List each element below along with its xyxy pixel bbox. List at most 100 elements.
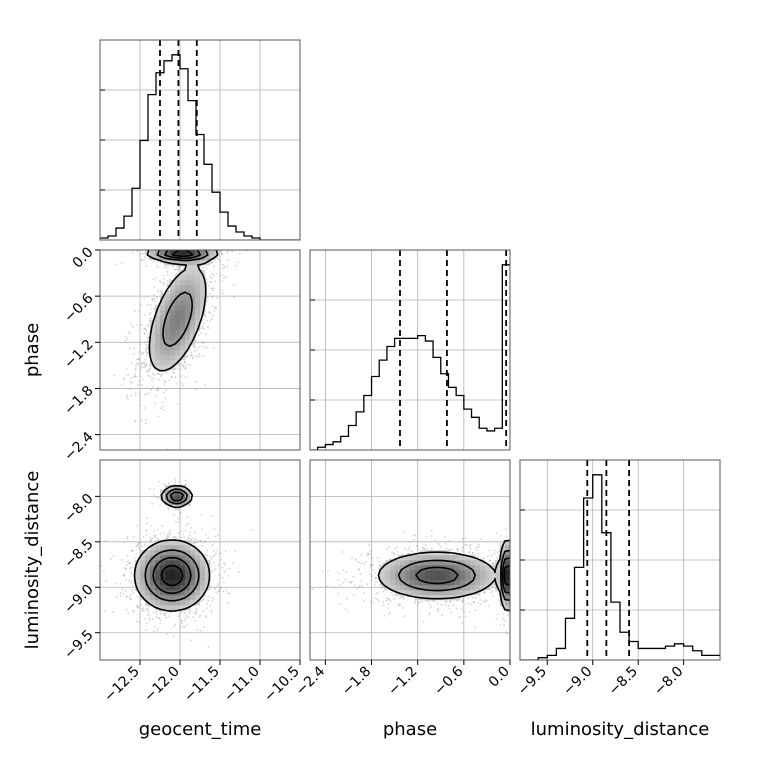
scatter-point (166, 372, 168, 374)
scatter-point (211, 296, 213, 298)
scatter-point (144, 332, 146, 334)
scatter-point (189, 610, 191, 612)
scatter-point (130, 581, 132, 583)
density-cell (185, 305, 190, 310)
scatter-point (145, 265, 147, 267)
scatter-point (393, 598, 395, 600)
scatter-point (163, 278, 165, 280)
scatter-point (147, 341, 149, 343)
density-cell (155, 575, 160, 580)
scatter-point (213, 265, 215, 267)
scatter-point (223, 277, 225, 279)
scatter-point (215, 307, 217, 309)
scatter-point (158, 373, 160, 375)
density-cell (200, 575, 205, 580)
scatter-point (202, 243, 204, 245)
scatter-point (188, 617, 190, 619)
scatter-point (218, 574, 220, 576)
scatter-point (138, 547, 140, 549)
density-cell (185, 335, 190, 340)
scatter-point (475, 597, 477, 599)
scatter-point (226, 252, 228, 254)
scatter-point (217, 534, 219, 536)
scatter-point (356, 560, 358, 562)
scatter-point (137, 543, 139, 545)
scatter-point (465, 544, 467, 546)
density-cell (165, 300, 170, 305)
density-cell (160, 305, 165, 310)
scatter-point (123, 541, 125, 543)
scatter-point (112, 611, 114, 613)
scatter-point (192, 356, 194, 358)
scatter-point (232, 562, 234, 564)
scatter-point (135, 394, 137, 396)
density-cell (145, 595, 150, 600)
scatter-point (215, 553, 217, 555)
scatter-point (213, 245, 215, 247)
scatter-point (370, 566, 372, 568)
scatter-point (129, 388, 131, 390)
scatter-point (144, 544, 146, 546)
scatter-point (153, 294, 155, 296)
scatter-point (178, 517, 180, 519)
scatter-point (206, 555, 208, 557)
scatter-point (212, 289, 214, 291)
scatter-point (135, 365, 137, 367)
scatter-point (219, 589, 221, 591)
density-cell (155, 590, 160, 595)
scatter-point (139, 244, 141, 246)
density-cell (210, 250, 215, 255)
scatter-point (211, 318, 213, 320)
scatter-point (147, 304, 149, 306)
scatter-point (205, 333, 207, 335)
density-cell (180, 310, 185, 315)
scatter-point (144, 366, 146, 368)
scatter-point (211, 261, 213, 263)
scatter-point (214, 281, 216, 283)
scatter-point (214, 588, 216, 590)
scatter-point (206, 268, 208, 270)
scatter-point (193, 350, 195, 352)
scatter-point (430, 607, 432, 609)
scatter-point (377, 592, 379, 594)
scatter-point (400, 596, 402, 598)
scatter-point (210, 246, 212, 248)
scatter-point (163, 275, 165, 277)
scatter-point (449, 608, 451, 610)
scatter-point (153, 488, 155, 490)
scatter-point (175, 521, 177, 523)
scatter-point (176, 383, 178, 385)
scatter-point (160, 533, 162, 535)
scatter-point (512, 591, 514, 593)
scatter-point (201, 248, 203, 250)
scatter-point (148, 337, 150, 339)
density-cell (155, 350, 160, 355)
density-cell (180, 600, 185, 605)
scatter-point (156, 389, 158, 391)
density-cell (180, 315, 185, 320)
scatter-point (155, 244, 157, 246)
scatter-point (526, 567, 528, 569)
scatter-point (156, 277, 158, 279)
scatter-point (238, 571, 240, 573)
scatter-point (217, 258, 219, 260)
scatter-point (363, 592, 365, 594)
scatter-point (153, 374, 155, 376)
scatter-point (158, 379, 160, 381)
scatter-point (135, 369, 137, 371)
scatter-point (496, 557, 498, 559)
scatter-point (522, 572, 524, 574)
density-cell (185, 300, 190, 305)
scatter-point (363, 563, 365, 565)
density-cell (185, 600, 190, 605)
scatter-point (116, 596, 118, 598)
density-cell (170, 570, 175, 575)
scatter-point (164, 392, 166, 394)
scatter-point (212, 555, 214, 557)
density-cell (185, 285, 190, 290)
scatter-point (168, 615, 170, 617)
density-cell (160, 545, 165, 550)
scatter-point (150, 541, 152, 543)
scatter-point (345, 571, 347, 573)
scatter-point (218, 228, 220, 230)
